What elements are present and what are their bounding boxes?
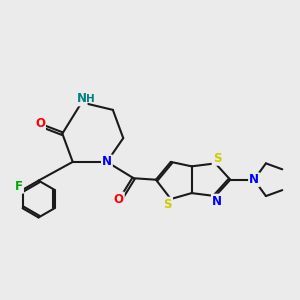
Text: F: F: [15, 180, 23, 193]
Text: N: N: [212, 195, 222, 208]
Text: N: N: [249, 173, 259, 186]
Text: S: S: [213, 152, 221, 165]
Text: N: N: [76, 92, 87, 105]
Text: H: H: [86, 94, 95, 104]
Text: O: O: [35, 117, 45, 130]
Text: S: S: [164, 198, 172, 211]
Text: N: N: [102, 155, 112, 168]
Text: O: O: [114, 193, 124, 206]
